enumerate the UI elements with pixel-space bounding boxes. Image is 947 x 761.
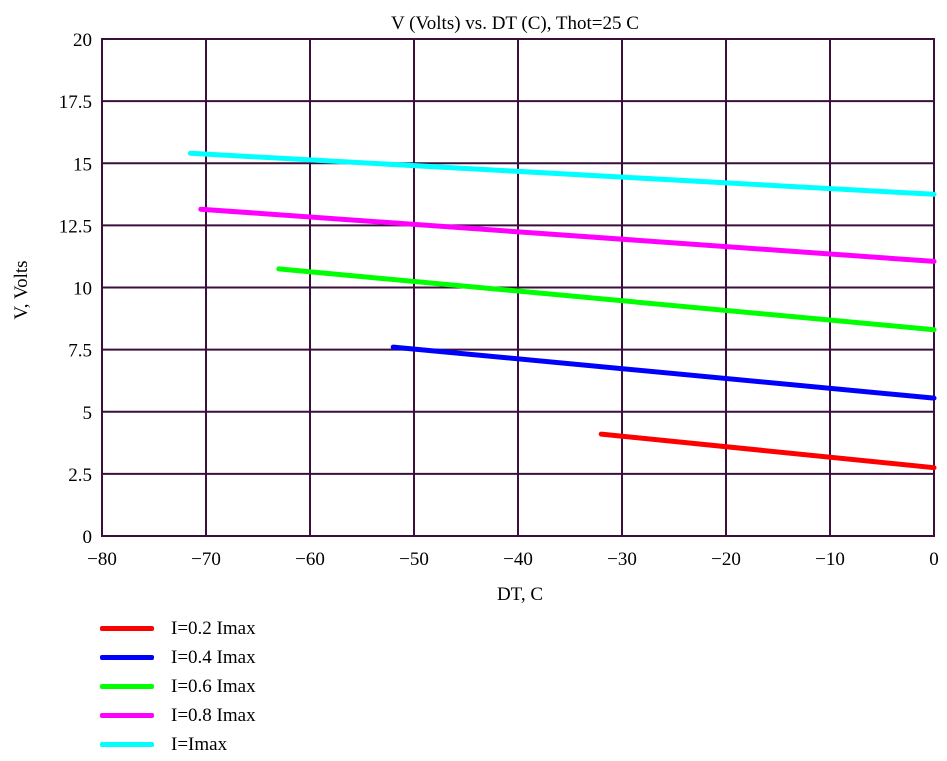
series-line — [598, 431, 937, 471]
legend-label: I=0.2 Imax — [171, 617, 256, 639]
x-tick-label: −70 — [191, 549, 221, 570]
y-tick-label: 15 — [73, 154, 92, 175]
y-axis-label: V, Volts — [11, 260, 32, 319]
x-tick-label: −50 — [399, 549, 429, 570]
legend-label: I=0.4 Imax — [171, 646, 256, 668]
x-tick-label: −10 — [815, 549, 845, 570]
y-tick-label: 10 — [73, 279, 92, 300]
x-tick-label: −80 — [87, 549, 117, 570]
y-tick-label: 17.5 — [59, 92, 92, 113]
x-tick-labels: −80 −70 −60 −50 −40 −30 −20 −10 0 — [87, 549, 939, 570]
x-tick-label: −60 — [295, 549, 325, 570]
legend-label: I=Imax — [171, 733, 228, 755]
y-tick-label: 0 — [83, 527, 93, 548]
series-line — [276, 266, 937, 333]
grid — [101, 38, 935, 537]
y-tick-label: 20 — [73, 30, 92, 51]
legend-swatch — [100, 742, 154, 747]
series-line — [390, 344, 937, 401]
x-axis-label: DT, C — [497, 584, 543, 605]
x-tick-label: −30 — [607, 549, 637, 570]
legend-label: I=0.8 Imax — [171, 704, 256, 726]
legend-swatch — [100, 684, 154, 689]
y-tick-label: 5 — [83, 403, 93, 424]
x-tick-label: −40 — [503, 549, 533, 570]
y-tick-label: 7.5 — [68, 341, 92, 362]
legend-swatch — [100, 655, 154, 660]
x-tick-label: 0 — [929, 549, 939, 570]
legend: I=0.2 Imax I=0.4 Imax I=0.6 Imax I=0.8 I… — [100, 614, 256, 759]
y-tick-label: 2.5 — [68, 465, 92, 486]
legend-item: I=0.8 Imax — [100, 701, 256, 730]
chart-title: V (Volts) vs. DT (C), Thot=25 C — [391, 13, 639, 34]
legend-swatch — [100, 713, 154, 718]
series-line — [187, 150, 937, 197]
series-lines — [187, 150, 937, 471]
y-tick-label: 12.5 — [59, 216, 92, 237]
legend-item: I=0.6 Imax — [100, 672, 256, 701]
legend-item: I=0.4 Imax — [100, 643, 256, 672]
x-tick-label: −20 — [711, 549, 741, 570]
legend-swatch — [100, 626, 154, 631]
series-line — [198, 206, 937, 264]
legend-item: I=Imax — [100, 730, 256, 759]
legend-item: I=0.2 Imax — [100, 614, 256, 643]
y-tick-labels: 0 2.5 5 7.5 10 12.5 15 17.5 20 — [59, 30, 92, 548]
legend-label: I=0.6 Imax — [171, 675, 256, 697]
